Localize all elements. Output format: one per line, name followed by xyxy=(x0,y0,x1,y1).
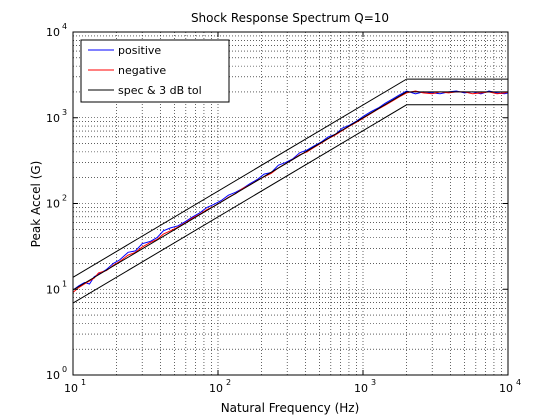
legend: positive negative spec & 3 dB tol xyxy=(80,39,230,103)
y-tick-exponent: 0 xyxy=(62,365,67,374)
x-tick-label: 10 xyxy=(64,382,78,395)
y-tick-exponent: 3 xyxy=(62,108,67,117)
legend-label-positive: positive xyxy=(118,44,161,57)
y-tick-exponent: 2 xyxy=(62,194,67,203)
series-spec-3-db-tol-1-line xyxy=(72,78,508,278)
series-positive-line xyxy=(72,90,509,291)
tick-marks xyxy=(72,31,509,376)
x-tick-label: 10 xyxy=(354,382,368,395)
x-tick-exponent: 3 xyxy=(371,378,376,387)
x-tick-exponent: 2 xyxy=(226,378,231,387)
y-tick-exponent: 4 xyxy=(62,22,67,31)
x-axis-label: Natural Frequency (Hz) xyxy=(221,401,360,415)
y-tick-label: 10 xyxy=(46,369,60,382)
legend-label-spec: spec & 3 dB tol xyxy=(118,84,202,97)
y-tick-exponent: 1 xyxy=(62,279,67,288)
series-spec-3-db-tol-2-line xyxy=(72,104,508,304)
y-tick-label: 10 xyxy=(46,26,60,39)
x-tick-exponent: 4 xyxy=(516,378,521,387)
tick-labels: 10 1 10 2 10 3 10 410 010 110 210 310 4 xyxy=(46,22,521,395)
legend-label-negative: negative xyxy=(118,64,166,77)
chart-title: Shock Response Spectrum Q=10 xyxy=(191,11,389,25)
y-tick-label: 10 xyxy=(46,198,60,211)
series-spec-3-db-tol-0-line xyxy=(72,91,508,291)
y-tick-label: 10 xyxy=(46,283,60,296)
y-tick-label: 10 xyxy=(46,112,60,125)
data-lines xyxy=(72,78,509,304)
y-axis-label: Peak Accel (G) xyxy=(29,161,43,248)
x-tick-exponent: 1 xyxy=(81,378,86,387)
x-tick-label: 10 xyxy=(209,382,223,395)
x-tick-label: 10 xyxy=(499,382,513,395)
